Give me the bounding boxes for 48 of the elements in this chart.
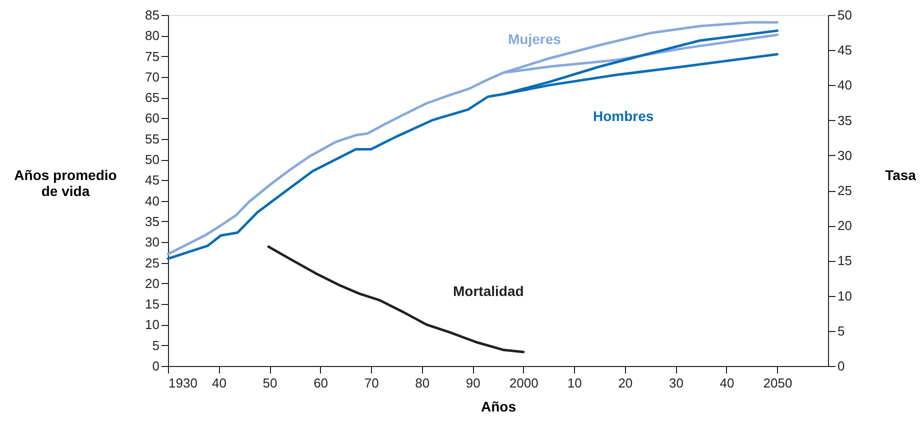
x-tick-label: 10	[567, 376, 582, 390]
y-tick-label: 70	[145, 69, 160, 84]
y-tick-label: 5	[152, 338, 160, 353]
y-tick-label: 65	[145, 90, 160, 106]
x-tick-label: 2050	[763, 376, 792, 390]
y2-tick-label: 0	[838, 358, 845, 374]
text: Mortalidad	[453, 283, 524, 299]
y2-tick-label: 35	[838, 112, 852, 128]
x-tick-label: 40	[212, 376, 227, 390]
y-tick-label: 0	[152, 358, 160, 374]
y2-tick-label: 45	[838, 42, 852, 58]
x-tick-label: 50	[262, 376, 278, 390]
y2-tick-label: 5	[838, 323, 845, 338]
y-tick-label: 25	[145, 255, 160, 270]
x-tick-label: 20	[618, 376, 633, 390]
y-tick-label: 15	[145, 296, 160, 312]
y-tick-label: 60	[145, 110, 160, 126]
y-axis-title: Años promedio de vida	[14, 167, 117, 199]
y-tick-label: 35	[145, 214, 160, 229]
x-tick-label: 1930	[168, 376, 198, 390]
y2-tick-label: 50	[838, 8, 852, 22]
y2-tick-label: 40	[838, 78, 852, 93]
x-tick-label: 30	[668, 376, 684, 390]
x-axis-title: Años	[481, 398, 516, 414]
y-tick-label: 40	[145, 193, 160, 208]
y-tick-label: 55	[145, 131, 160, 146]
y-tick-label: 10	[145, 317, 160, 332]
y2-tick-label: 10	[838, 288, 852, 304]
x-tick-label: 40	[720, 376, 734, 390]
y2-tick-label: 15	[838, 253, 852, 268]
y2-tick-label: 25	[838, 183, 852, 198]
y2-tick-label: 20	[838, 218, 852, 234]
x-tick-label: 80	[415, 376, 430, 390]
y2-tick-label: 30	[838, 148, 852, 163]
y2-axis-title: Tasa	[885, 167, 916, 183]
y-tick-label: 20	[145, 276, 160, 291]
y-tick-label: 50	[145, 152, 160, 168]
x-tick-label: 2000	[509, 376, 538, 390]
y-tick-label: 30	[145, 234, 160, 250]
x-tick-label: 70	[364, 376, 379, 390]
x-tick-label: 60	[314, 376, 328, 390]
y-tick-label: 80	[145, 28, 160, 44]
y-tick-label: 85	[145, 8, 160, 22]
x-tick-label: 90	[466, 376, 480, 390]
text: Hombres	[593, 108, 654, 124]
y-tick-label: 75	[145, 48, 160, 64]
series-label: Mujeres	[508, 31, 562, 47]
y-tick-label: 45	[145, 172, 160, 188]
